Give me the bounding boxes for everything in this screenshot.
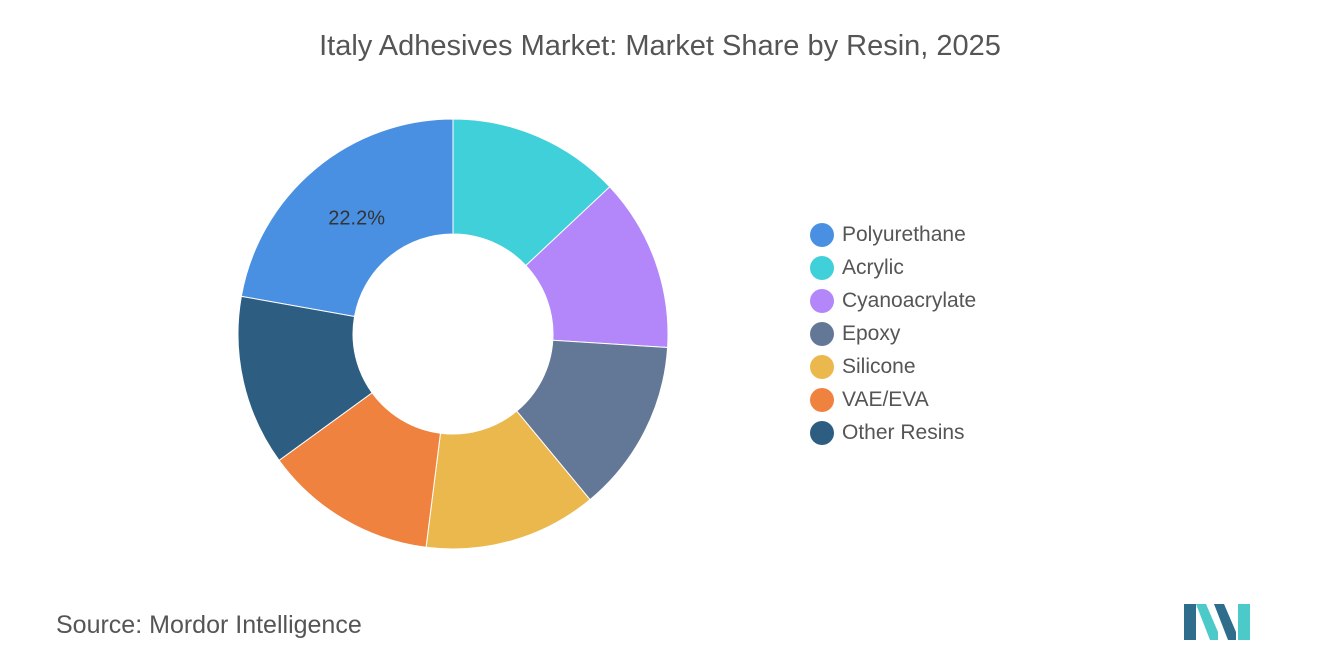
legend-swatch-polyurethane (810, 222, 834, 247)
legend-label-other-resins: Other Resins (842, 420, 965, 444)
legend-item-polyurethane: Polyurethane (810, 218, 976, 251)
data-label-polyurethane: 22.2% (328, 207, 385, 229)
logo-right-stroke (1238, 604, 1250, 640)
legend-label-silicone: Silicone (842, 354, 916, 378)
legend-item-silicone: Silicone (810, 350, 976, 383)
donut-slices (237, 118, 669, 550)
legend-label-cyanoacrylate: Cyanoacrylate (842, 288, 977, 312)
chart-legend: Polyurethane Acrylic Cyanoacrylate Epoxy Sil… (810, 218, 976, 449)
legend-label-polyurethane: Polyurethane (842, 222, 966, 246)
donut-slice-silicone (425, 410, 591, 550)
logo-left-diagonal (1196, 604, 1218, 640)
legend-label-acrylic: Acrylic (842, 255, 904, 279)
legend-item-cyanoacrylate: Cyanoacrylate (810, 284, 976, 317)
chart-title: Italy Adhesives Market: Market Share by … (319, 30, 1001, 62)
donut-slice-other-resins (237, 295, 373, 462)
logo-left-stroke (1184, 604, 1196, 640)
logo-mid-diagonal (1214, 604, 1236, 640)
donut-slice-cyanoacrylate (525, 186, 669, 349)
donut-slice-epoxy (516, 339, 669, 501)
donut-slice-polyurethane (240, 118, 454, 318)
legend-label-vae-eva: VAE/EVA (842, 387, 929, 411)
legend-swatch-other-resins (810, 420, 834, 445)
legend-item-vae-eva: VAE/EVA (810, 383, 976, 416)
source-note: Source: Mordor Intelligence (56, 611, 362, 640)
donut-slice-acrylic (452, 118, 611, 267)
legend-swatch-cyanoacrylate (810, 288, 834, 313)
legend-label-epoxy: Epoxy (842, 321, 901, 345)
legend-item-other-resins: Other Resins (810, 416, 976, 449)
legend-swatch-epoxy (810, 321, 834, 346)
mordor-intelligence-logo (1184, 604, 1250, 640)
legend-item-epoxy: Epoxy (810, 317, 976, 350)
legend-swatch-vae-eva (810, 387, 834, 412)
source-value: Mordor Intelligence (149, 611, 362, 639)
legend-item-acrylic: Acrylic (810, 251, 976, 284)
source-label: Source: (56, 611, 143, 639)
legend-swatch-acrylic (810, 255, 834, 280)
legend-swatch-silicone (810, 354, 834, 379)
donut-data-labels: 22.2% (328, 207, 385, 229)
